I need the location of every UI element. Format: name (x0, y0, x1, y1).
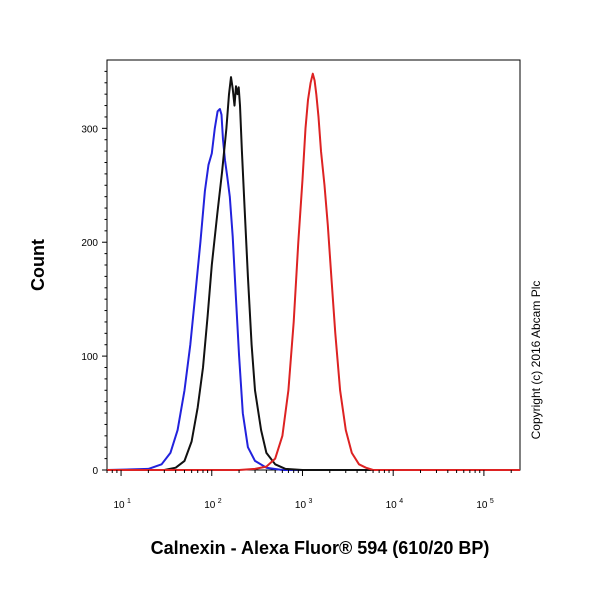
y-tick-label: 200 (81, 238, 98, 249)
y-tick-label: 300 (81, 124, 98, 135)
x-tick-exponent: 3 (308, 498, 312, 505)
x-tick-exponent: 4 (399, 498, 403, 505)
y-tick-label: 100 (81, 352, 98, 363)
x-tick-exponent: 2 (218, 498, 222, 505)
y-axis: 0 100 200 300 (81, 70, 107, 477)
x-axis: 10 1 10 2 10 3 10 4 10 5 (106, 470, 512, 511)
plot-border (106, 59, 521, 471)
x-tick-label: 10 (113, 500, 125, 511)
x-tick-label: 10 (204, 500, 216, 511)
x-tick-exponent: 1 (127, 498, 131, 505)
y-tick-label: 0 (92, 466, 98, 477)
x-tick-label: 10 (476, 500, 488, 511)
x-tick-exponent: 5 (490, 498, 494, 505)
plot-frame (106, 59, 521, 471)
x-axis-label: Calnexin - Alexa Fluor® 594 (610/20 BP) (151, 538, 490, 558)
series-layer (106, 72, 520, 471)
series-line-3 (107, 72, 520, 471)
series-line-1 (106, 108, 520, 471)
x-tick-label: 10 (386, 500, 398, 511)
y-axis-label: Count (28, 239, 48, 291)
copyright-annotation: Copyright (c) 2016 Abcam Plc (529, 281, 543, 440)
series-line-2 (107, 76, 520, 471)
x-tick-label: 10 (295, 500, 307, 511)
